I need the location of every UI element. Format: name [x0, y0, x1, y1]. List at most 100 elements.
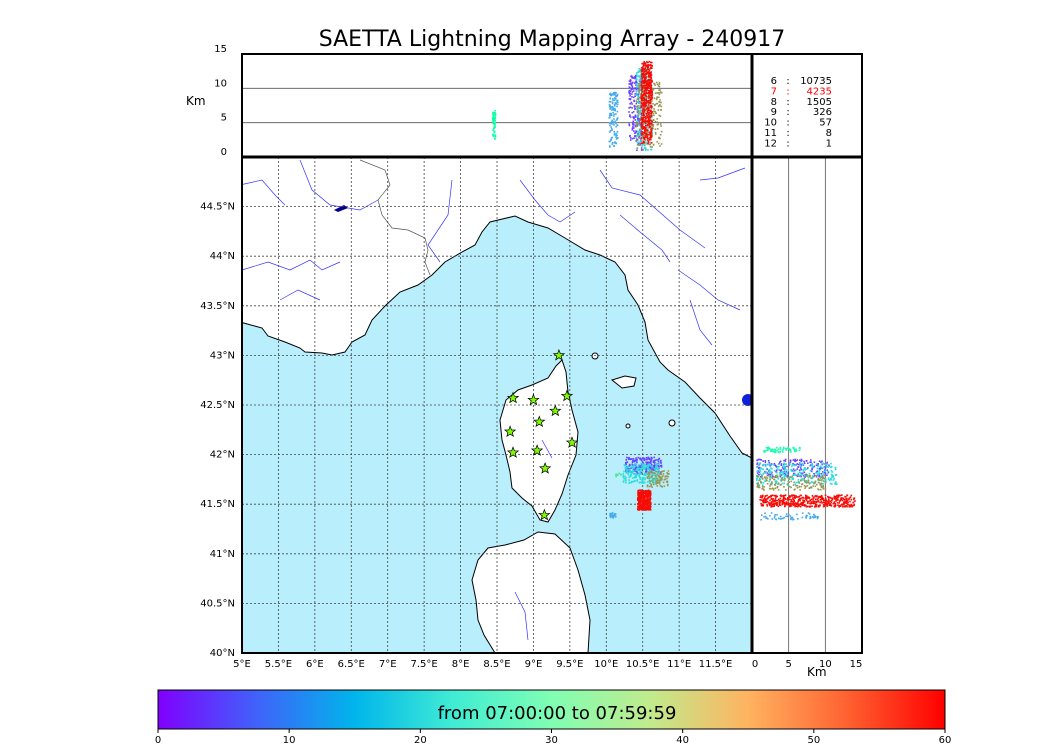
- lightning-source: [629, 90, 631, 93]
- panel-frames: [241, 53, 863, 654]
- lightning-source: [655, 480, 657, 483]
- colorbar: from 07:00:00 to 07:59:59 0 10 20 30 40 50 60: [155, 689, 951, 746]
- lightning-source: [649, 464, 652, 467]
- lightning-source: [660, 478, 662, 481]
- station-marker: [538, 508, 551, 521]
- lightning-source: [788, 496, 790, 499]
- lightning-source: [492, 135, 495, 137]
- lightning-source: [644, 468, 646, 470]
- colorbar-tick-label: 0: [155, 735, 161, 746]
- lightning-source: [648, 124, 651, 126]
- lightning-source: [801, 479, 804, 481]
- lightning-source: [631, 466, 634, 469]
- counts-background: [752, 54, 862, 157]
- count-value: 57: [819, 118, 832, 129]
- lightning-source: [631, 88, 633, 91]
- lightning-source: [628, 470, 631, 472]
- lightning-source: [643, 474, 645, 476]
- lightning-source: [658, 104, 661, 107]
- lightning-source: [813, 502, 816, 504]
- lightning-source: [657, 471, 659, 473]
- lightning-source: [805, 475, 807, 477]
- lightning-source: [820, 479, 823, 481]
- lightning-source: [777, 475, 779, 478]
- lightning-source: [647, 64, 650, 66]
- lightning-source: [645, 76, 647, 78]
- lightning-source: [628, 471, 631, 473]
- lightning-source: [827, 498, 830, 500]
- lightning-source: [646, 463, 648, 466]
- lightning-source: [657, 85, 660, 87]
- lightning-source: [815, 502, 818, 504]
- lightning-source: [651, 89, 653, 91]
- lightning-source: [817, 500, 820, 502]
- lightning-source: [628, 92, 631, 95]
- lightning-source: [638, 467, 640, 470]
- lightning-source: [662, 473, 665, 475]
- lightning-source: [810, 498, 813, 501]
- lightning-source: [820, 463, 823, 465]
- lightning-source: [789, 495, 791, 497]
- lightning-source: [771, 475, 774, 478]
- lightning-source: [647, 462, 650, 465]
- lightning-source: [611, 102, 614, 105]
- lightning-source: [660, 471, 662, 474]
- lightning-source: [773, 476, 776, 478]
- lightning-source: [819, 477, 822, 479]
- lightning-source: [776, 446, 778, 449]
- lightning-source: [788, 476, 790, 479]
- lightning-source: [766, 479, 768, 482]
- lightning-source: [764, 472, 767, 474]
- map-xtick-label: 5.5°E: [265, 659, 292, 670]
- lightning-source: [642, 490, 645, 492]
- lightning-source: [635, 140, 638, 142]
- lightning-source: [636, 469, 638, 472]
- lightning-source: [632, 481, 634, 483]
- lightning-source: [773, 451, 775, 453]
- lightning-source: [815, 501, 818, 503]
- lightning-source: [626, 461, 629, 463]
- lightning-source: [645, 495, 648, 498]
- lightning-source: [645, 112, 647, 115]
- lightning-source: [796, 503, 799, 505]
- lightning-source: [660, 473, 663, 476]
- lightning-source: [646, 127, 649, 129]
- lightning-source: [633, 82, 636, 84]
- lightning-source: [653, 474, 655, 476]
- lightning-source: [649, 72, 652, 75]
- map-ytick-label: 44.5°N: [200, 202, 235, 213]
- lightning-source: [789, 451, 792, 453]
- lightning-source: [648, 143, 651, 146]
- lightning-source: [805, 459, 808, 462]
- lightning-source: [638, 492, 641, 494]
- lightning-source: [646, 105, 649, 108]
- lightning-source: [645, 492, 648, 494]
- lightning-source: [648, 480, 651, 482]
- lightning-source: [641, 119, 644, 121]
- lightning-source: [648, 493, 651, 495]
- lightning-source: [493, 123, 495, 125]
- lightning-source: [778, 468, 780, 471]
- lightning-source: [659, 89, 661, 91]
- lightning-source: [821, 502, 823, 504]
- lightning-source: [763, 472, 765, 474]
- lightning-source: [640, 84, 643, 86]
- lightning-source: [648, 117, 650, 119]
- map-xtick-label: 7°E: [379, 659, 397, 670]
- lightning-source: [630, 83, 633, 86]
- count-value: 8: [826, 128, 832, 139]
- lightning-source: [645, 65, 648, 68]
- lightning-source: [783, 501, 786, 504]
- lightning-source: [817, 496, 820, 499]
- lightning-source: [610, 120, 613, 123]
- lightning-source: [783, 505, 786, 508]
- lightning-source: [640, 67, 643, 69]
- lightning-source: [762, 460, 764, 462]
- lightning-source: [636, 111, 639, 113]
- lightning-source: [643, 136, 645, 139]
- lightning-source: [827, 472, 829, 475]
- lightning-source: [614, 108, 616, 110]
- lightning-source: [644, 115, 647, 118]
- lightning-source: [640, 102, 643, 105]
